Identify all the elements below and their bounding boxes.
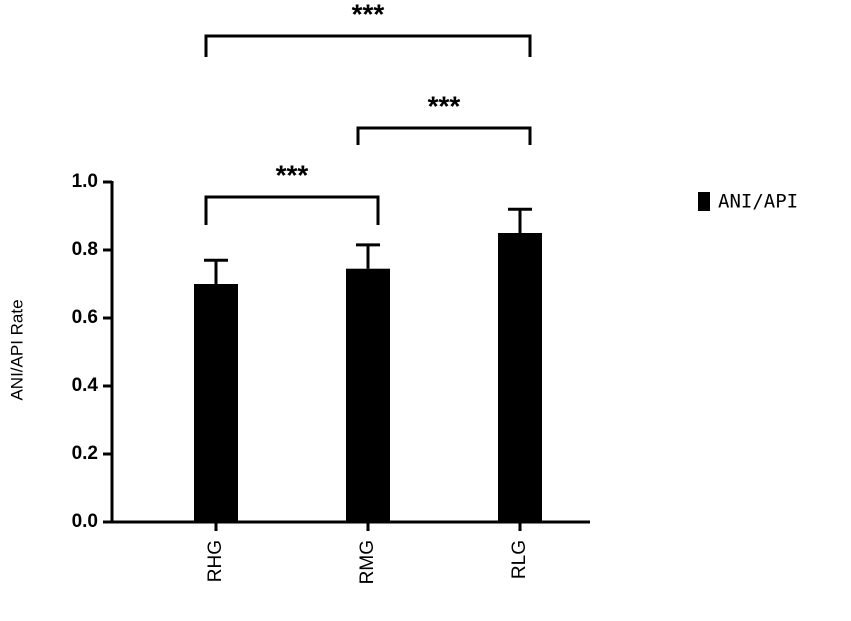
bar (194, 284, 238, 522)
significance-label: *** (428, 90, 461, 121)
y-axis-label: ANI/API Rate (7, 299, 26, 400)
y-tick-label: 0.4 (72, 375, 99, 396)
x-tick-label: RMG (357, 540, 378, 584)
x-tick-label: RHG (205, 540, 226, 582)
significance-bracket (204, 195, 380, 225)
significance-bracket (204, 34, 532, 57)
x-tick-label: RLG (509, 540, 530, 579)
significance-label: *** (276, 159, 309, 190)
legend-swatch (698, 192, 710, 211)
y-tick-label: 0.8 (72, 239, 98, 260)
y-tick-label: 0.0 (72, 511, 98, 532)
y-tick-label: 0.6 (72, 307, 98, 328)
bar (346, 268, 390, 522)
significance-bracket (356, 126, 532, 145)
y-tick-label: 0.2 (72, 443, 98, 464)
y-tick-label: 1.0 (72, 171, 98, 192)
bar (498, 233, 542, 522)
legend-label: ANI/API (718, 191, 798, 213)
significance-label: *** (352, 0, 385, 29)
